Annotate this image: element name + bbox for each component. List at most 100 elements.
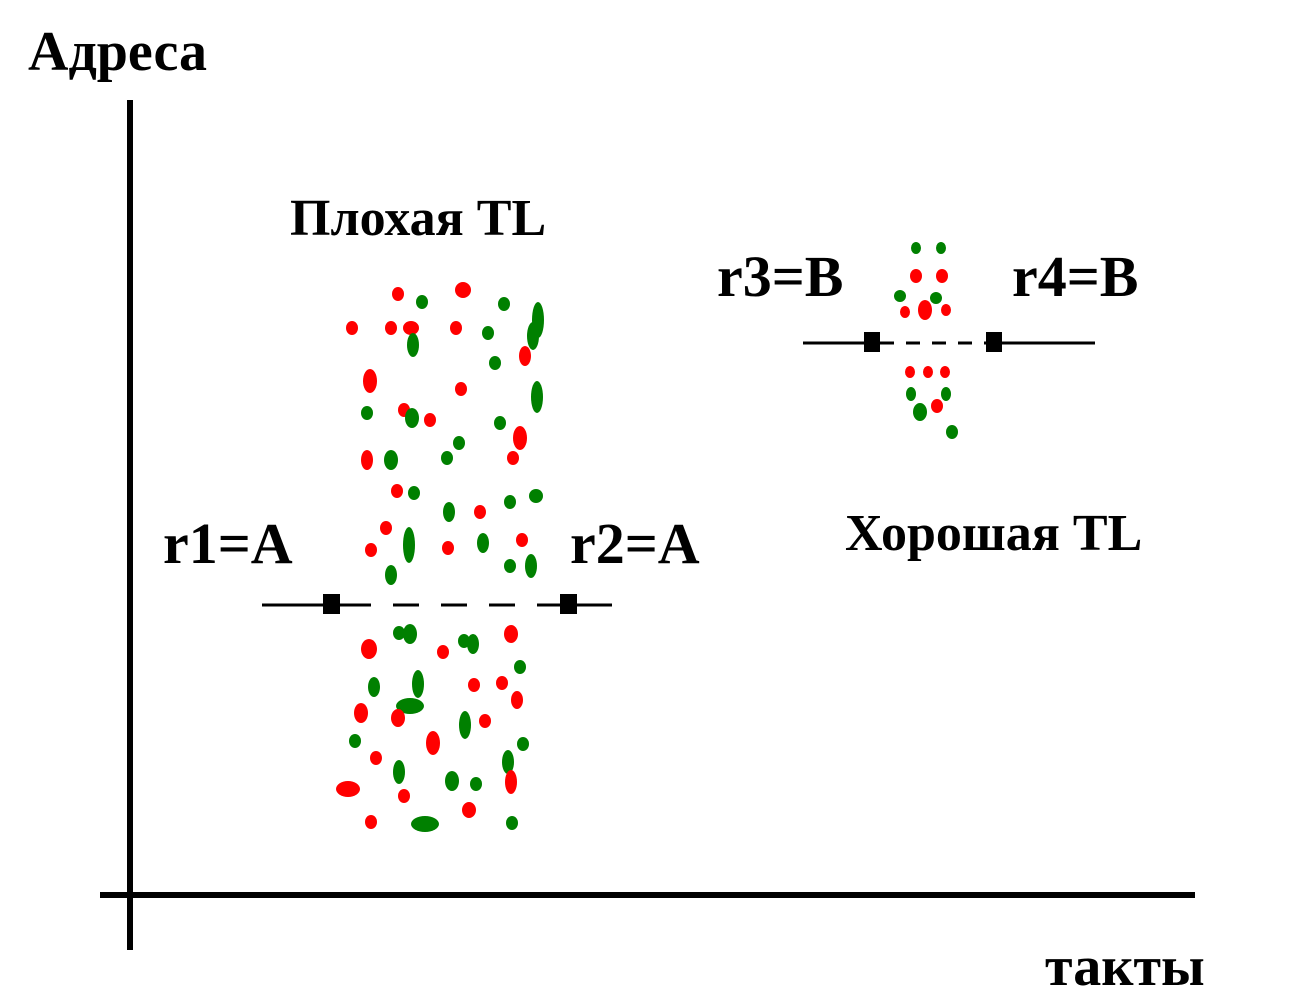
red-access-dot — [479, 714, 491, 728]
green-access-dot — [504, 495, 516, 509]
green-access-dot — [385, 565, 397, 585]
x-axis-label: такты — [1045, 936, 1205, 997]
green-access-dot — [911, 242, 921, 254]
green-access-dot — [517, 737, 529, 751]
green-access-dot — [506, 816, 518, 830]
red-access-dot — [403, 321, 419, 335]
green-access-dot — [408, 486, 420, 500]
r2-label: r2=A — [570, 511, 700, 576]
r3-label: r3=B — [717, 244, 843, 309]
good-region-title: Хорошая TL — [845, 505, 1142, 562]
green-access-dot — [368, 677, 380, 697]
green-access-dot — [930, 292, 942, 304]
red-access-dot — [496, 676, 508, 690]
green-access-dot — [504, 559, 516, 573]
red-access-dot — [391, 484, 403, 498]
red-access-dot — [455, 382, 467, 396]
axes: Адреса такты — [28, 21, 1205, 997]
red-access-dot — [507, 451, 519, 465]
green-access-dot — [411, 816, 439, 832]
red-access-dot — [936, 269, 948, 283]
good-locality-region: Хорошая TL r3=B r4=B — [717, 242, 1142, 562]
red-access-dot — [900, 306, 910, 318]
green-access-dot — [403, 527, 415, 563]
red-access-dot — [468, 678, 480, 692]
green-access-dot — [396, 698, 424, 714]
green-access-dot — [453, 436, 465, 450]
r1-label: r1=A — [163, 511, 293, 576]
bad-locality-region: Плохая TL r1=A r2=A — [163, 190, 700, 832]
red-access-dot — [354, 703, 368, 723]
r3-marker — [864, 332, 880, 352]
green-access-dot — [946, 425, 958, 439]
green-access-dot — [393, 626, 405, 640]
red-access-dot — [391, 709, 405, 727]
green-access-dot — [459, 711, 471, 739]
green-access-dot — [894, 290, 906, 302]
green-access-dot — [349, 734, 361, 748]
green-access-dot — [482, 326, 494, 340]
red-access-dot — [519, 346, 531, 366]
green-access-dot — [941, 387, 951, 401]
red-access-dot — [442, 541, 454, 555]
red-access-dot — [385, 321, 397, 335]
red-access-dot — [905, 366, 915, 378]
red-access-dot — [511, 691, 523, 709]
red-access-dot — [426, 731, 440, 755]
green-access-dot — [393, 760, 405, 784]
red-access-dot — [941, 304, 951, 316]
y-axis-label: Адреса — [28, 21, 207, 83]
red-access-dot — [370, 751, 382, 765]
green-access-dot — [467, 634, 479, 654]
green-access-dot — [514, 660, 526, 674]
red-access-dot — [455, 282, 471, 298]
green-access-dot — [412, 670, 424, 698]
r1-marker — [323, 594, 340, 614]
bad-region-dots — [336, 282, 544, 832]
red-access-dot — [392, 287, 404, 301]
red-access-dot — [361, 639, 377, 659]
green-access-dot — [477, 533, 489, 553]
red-access-dot — [365, 543, 377, 557]
green-access-dot — [494, 416, 506, 430]
red-access-dot — [462, 802, 476, 818]
green-access-dot — [525, 554, 537, 578]
green-access-dot — [445, 771, 459, 791]
red-access-dot — [923, 366, 933, 378]
red-access-dot — [346, 321, 358, 335]
r4-label: r4=B — [1012, 244, 1138, 309]
good-region-dots — [894, 242, 958, 439]
green-access-dot — [405, 408, 419, 428]
green-access-dot — [527, 322, 539, 350]
red-access-dot — [910, 269, 922, 283]
red-access-dot — [940, 366, 950, 378]
red-access-dot — [505, 770, 517, 794]
red-access-dot — [361, 450, 373, 470]
red-access-dot — [398, 789, 410, 803]
bad-region-title: Плохая TL — [290, 190, 546, 247]
green-access-dot — [361, 406, 373, 420]
red-access-dot — [424, 413, 436, 427]
r2-marker — [560, 594, 577, 614]
green-access-dot — [403, 624, 417, 644]
green-access-dot — [441, 451, 453, 465]
green-access-dot — [531, 381, 543, 413]
red-access-dot — [513, 426, 527, 450]
red-access-dot — [918, 300, 932, 320]
green-access-dot — [407, 333, 419, 357]
green-access-dot — [498, 297, 510, 311]
red-access-dot — [474, 505, 486, 519]
green-access-dot — [416, 295, 428, 309]
red-access-dot — [365, 815, 377, 829]
red-access-dot — [380, 521, 392, 535]
green-access-dot — [913, 403, 927, 421]
green-access-dot — [458, 634, 470, 648]
green-access-dot — [502, 750, 514, 774]
red-access-dot — [437, 645, 449, 659]
green-access-dot — [489, 356, 501, 370]
green-access-dot — [906, 387, 916, 401]
r4-marker — [986, 332, 1002, 352]
red-access-dot — [504, 625, 518, 643]
green-access-dot — [936, 242, 946, 254]
